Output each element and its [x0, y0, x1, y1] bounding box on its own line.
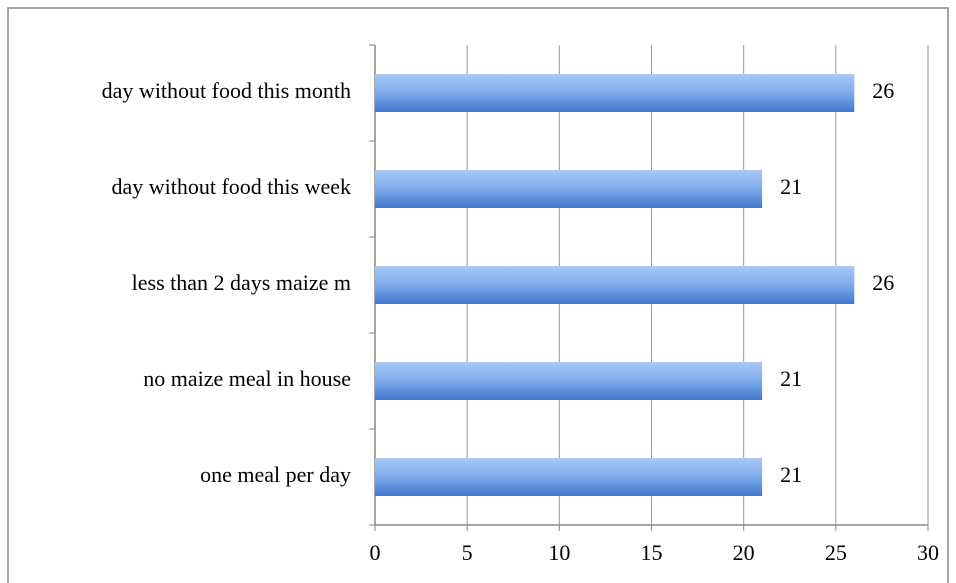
y-tick-label: no maize meal in house	[143, 366, 351, 391]
data-label: 21	[780, 462, 802, 487]
y-tick-label: one meal per day	[200, 462, 351, 487]
data-label: 26	[872, 78, 894, 103]
x-tick-label: 0	[370, 540, 381, 565]
x-tick-label: 5	[462, 540, 473, 565]
data-label: 21	[780, 174, 802, 199]
bar	[375, 74, 855, 112]
y-tick-label: day without food this week	[111, 174, 351, 199]
x-tick-label: 10	[548, 540, 570, 565]
y-tick-label: day without food this month	[102, 78, 351, 103]
bar	[375, 170, 763, 208]
bar	[375, 362, 763, 400]
data-label: 21	[780, 366, 802, 391]
bar	[375, 266, 855, 304]
chart-border	[7, 7, 949, 583]
y-tick-label: less than 2 days maize m	[132, 270, 351, 295]
x-tick-label: 30	[917, 540, 939, 565]
bar	[375, 458, 763, 496]
x-tick-label: 20	[733, 540, 755, 565]
x-tick-label: 15	[641, 540, 663, 565]
x-tick-label: 25	[825, 540, 847, 565]
data-label: 26	[872, 270, 894, 295]
